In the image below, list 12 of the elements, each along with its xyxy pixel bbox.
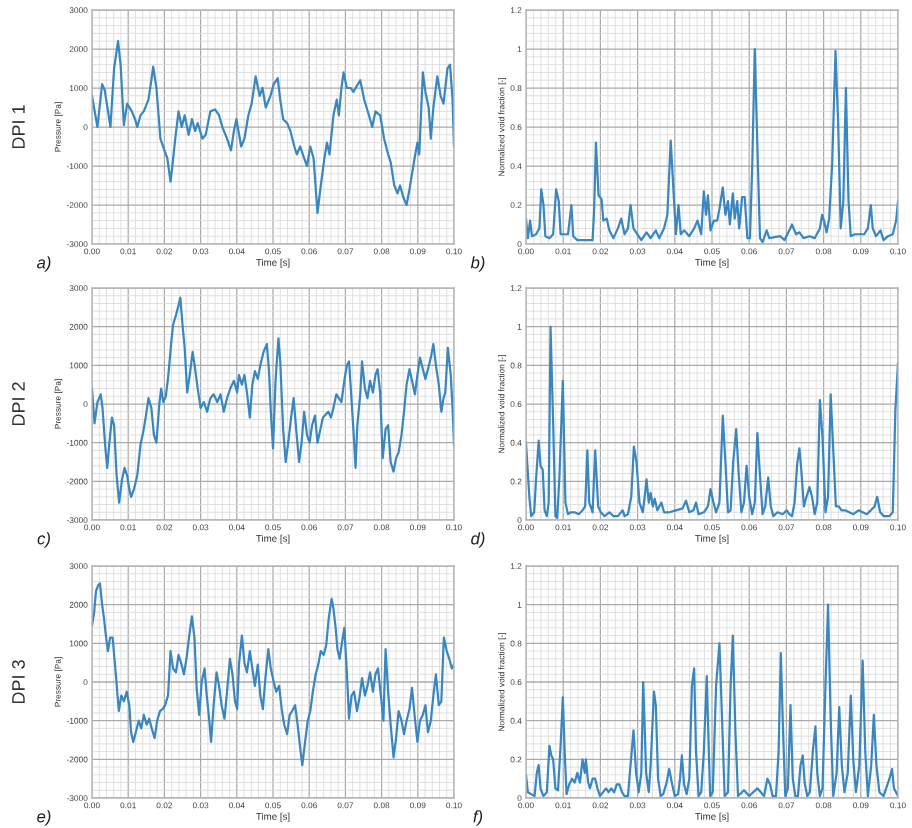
text: f) [473,810,483,826]
line-series [92,582,454,767]
text: b) [470,256,485,272]
line-series [92,40,454,214]
text: d) [471,532,485,548]
text: DPI 2 [12,382,25,426]
text: a) [36,256,51,272]
line-series [92,296,454,504]
text: DPI 3 [12,660,25,704]
text: c) [37,532,50,548]
text: e) [37,810,51,826]
text: DPI 1 [12,105,25,149]
